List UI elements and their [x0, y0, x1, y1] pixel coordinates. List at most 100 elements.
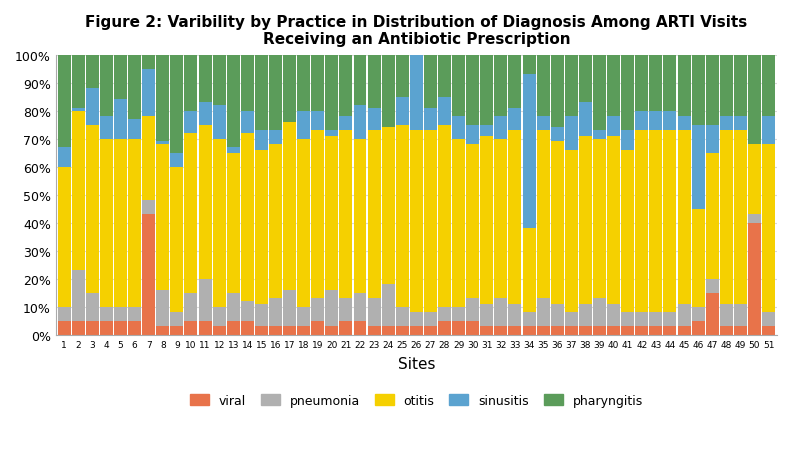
Bar	[128, 120, 141, 139]
Bar	[438, 307, 451, 321]
Bar	[382, 327, 394, 335]
Bar	[452, 321, 465, 335]
Bar	[114, 307, 127, 321]
Bar	[340, 117, 352, 131]
Bar	[691, 125, 705, 209]
Bar	[114, 100, 127, 139]
Bar	[410, 56, 423, 131]
Bar	[213, 139, 226, 307]
Bar	[579, 304, 592, 327]
Bar	[255, 304, 268, 327]
Bar	[494, 117, 508, 139]
Bar	[748, 145, 761, 215]
Bar	[297, 307, 310, 327]
Bar	[579, 103, 592, 137]
Bar	[508, 327, 521, 335]
Bar	[353, 293, 367, 321]
Bar	[537, 131, 550, 299]
Bar	[255, 56, 268, 131]
Bar	[255, 131, 268, 150]
Bar	[593, 299, 606, 327]
Bar	[480, 327, 493, 335]
Bar	[353, 139, 367, 293]
Bar	[353, 106, 367, 139]
Bar	[537, 299, 550, 327]
Bar	[396, 125, 409, 307]
Bar	[410, 313, 423, 327]
Bar	[367, 327, 381, 335]
Bar	[494, 139, 508, 299]
Bar	[58, 307, 70, 321]
Bar	[452, 139, 465, 307]
Bar	[156, 327, 169, 335]
Bar	[143, 201, 155, 215]
Bar	[227, 321, 240, 335]
Bar	[58, 321, 70, 335]
Bar	[550, 142, 564, 304]
Bar	[734, 327, 747, 335]
Bar	[720, 304, 733, 327]
Bar	[607, 137, 620, 304]
Bar	[326, 56, 338, 131]
Bar	[691, 307, 705, 321]
Bar	[677, 327, 691, 335]
Bar	[466, 56, 479, 125]
Bar	[58, 148, 70, 167]
Bar	[649, 56, 662, 111]
Bar	[72, 108, 85, 111]
Bar	[607, 117, 620, 137]
Bar	[593, 131, 606, 139]
Bar	[199, 103, 211, 125]
Bar	[367, 299, 381, 327]
Bar	[494, 56, 508, 117]
Bar	[537, 117, 550, 131]
Bar	[396, 97, 409, 125]
Bar	[523, 313, 535, 327]
Bar	[311, 111, 324, 131]
Bar	[382, 285, 394, 327]
Bar	[635, 327, 648, 335]
Bar	[297, 327, 310, 335]
Bar	[114, 139, 127, 307]
Bar	[748, 223, 761, 335]
Bar	[565, 150, 578, 313]
Bar	[227, 293, 240, 321]
Bar	[311, 131, 324, 299]
Bar	[480, 137, 493, 304]
Bar	[635, 131, 648, 313]
Bar	[438, 56, 451, 97]
Bar	[621, 327, 634, 335]
Bar	[382, 56, 394, 128]
Bar	[664, 111, 676, 131]
Bar	[143, 56, 155, 69]
Bar	[452, 117, 465, 139]
Bar	[734, 304, 747, 327]
Bar	[185, 111, 197, 134]
Bar	[424, 327, 437, 335]
Bar	[311, 299, 324, 321]
Bar	[100, 321, 113, 335]
Bar	[508, 56, 521, 108]
Bar	[283, 123, 296, 290]
Bar	[72, 56, 85, 108]
Bar	[269, 56, 282, 131]
Bar	[706, 56, 718, 125]
Bar	[664, 313, 676, 327]
Bar	[128, 56, 141, 120]
X-axis label: Sites: Sites	[398, 356, 435, 371]
Bar	[621, 313, 634, 327]
Bar	[241, 301, 253, 321]
Bar	[621, 56, 634, 131]
Bar	[156, 142, 169, 145]
Bar	[114, 56, 127, 100]
Bar	[199, 56, 211, 103]
Bar	[86, 293, 99, 321]
Bar	[340, 299, 352, 321]
Bar	[255, 150, 268, 304]
Bar	[410, 327, 423, 335]
Bar	[128, 321, 141, 335]
Bar	[326, 327, 338, 335]
Bar	[734, 131, 747, 304]
Bar	[199, 321, 211, 335]
Bar	[550, 304, 564, 327]
